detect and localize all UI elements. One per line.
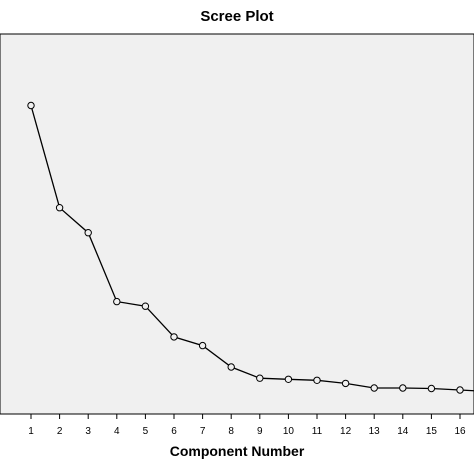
x-tick-label: 14	[397, 426, 409, 437]
data-point	[170, 333, 178, 341]
data-point	[84, 229, 92, 237]
data-point	[55, 204, 64, 212]
data-points	[27, 101, 464, 394]
chart-title: Scree Plot	[200, 8, 274, 25]
x-tick-label: 13	[369, 426, 381, 437]
data-point	[284, 375, 293, 383]
x-tick-label: 12	[340, 426, 352, 437]
x-axis-label: Component Number	[169, 443, 305, 459]
data-point	[341, 379, 350, 388]
x-axis-ticks: 1 2 3 4 5 6 7 8 9 10 11 12 13 14 15 16	[28, 414, 466, 437]
x-tick-label: 15	[426, 426, 438, 437]
x-tick-label: 16	[454, 426, 466, 437]
x-tick-label: 8	[228, 426, 234, 437]
data-point	[198, 341, 207, 350]
x-tick-label: 6	[171, 426, 177, 437]
x-tick-label: 3	[85, 426, 91, 437]
data-point	[113, 297, 121, 306]
data-point	[141, 302, 150, 310]
x-tick-label: 1	[28, 426, 34, 437]
x-tick-label: 4	[114, 426, 120, 437]
x-tick-label: 5	[143, 426, 149, 437]
data-point	[427, 384, 436, 393]
x-tick-label: 7	[200, 426, 206, 437]
data-point	[227, 363, 235, 371]
x-tick-label: 10	[283, 426, 295, 437]
x-tick-label: 11	[312, 426, 323, 437]
data-point	[313, 376, 321, 384]
data-point	[256, 374, 264, 382]
data-point	[399, 384, 407, 392]
data-point	[27, 101, 35, 110]
data-point	[370, 384, 378, 392]
plot-area	[0, 33, 474, 415]
data-point	[456, 386, 464, 394]
x-tick-label: 2	[57, 426, 63, 437]
x-tick-label: 9	[257, 426, 263, 437]
